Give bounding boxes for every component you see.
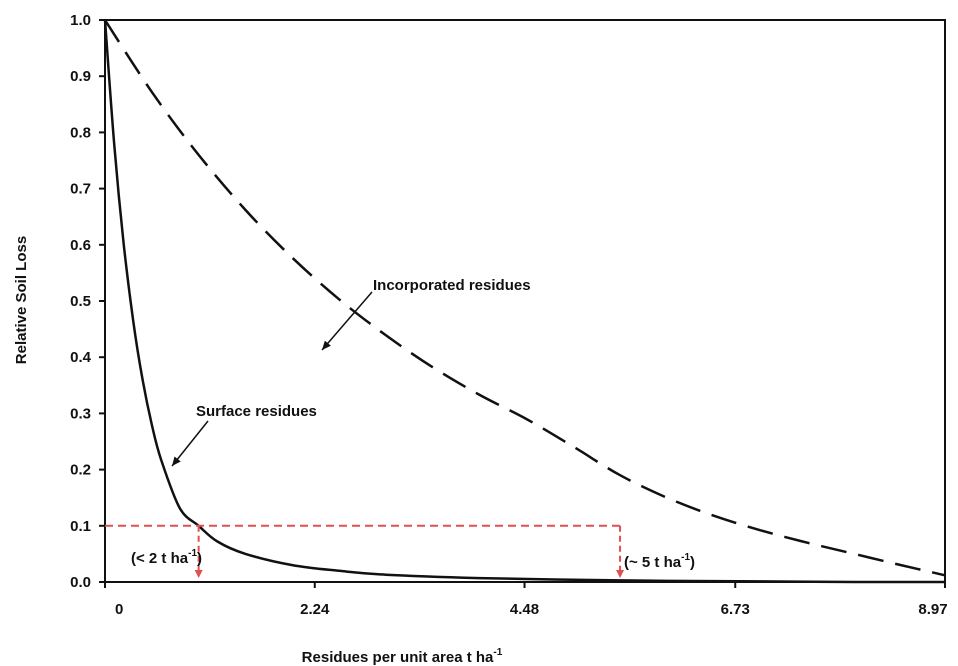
x-tick-label: 4.48 [510,601,539,618]
incorporated-threshold-close: ) [690,554,695,571]
incorporated-threshold-sup: -1 [681,552,690,563]
series-layer [103,19,946,584]
surface-reference-arrow [194,570,203,578]
surface-leader-arrow [171,420,209,467]
y-tick-label: 0.0 [70,574,91,591]
x-tick-label: 6.73 [721,601,750,618]
x-tick-label: 0 [115,601,123,618]
y-tick-label: 0.3 [70,405,91,422]
x-tick-label: 2.24 [300,601,330,618]
y-axis: 0.0 0.1 0.2 0.3 0.4 0.5 0.6 0.7 0.8 0.9 1.0 [70,12,105,591]
surface-threshold-close: ) [197,550,202,567]
plot-area [104,19,946,583]
x-axis-title: Residues per unit area t ha-1 [302,647,503,666]
y-tick-label: 0.9 [70,68,91,85]
x-axis-title-sup: -1 [493,647,502,658]
x-tick-label: 8.97 [918,601,947,618]
y-tick-label: 1.0 [70,12,91,29]
y-tick-label: 0.2 [70,462,91,479]
y-tick-label: 0.5 [70,293,91,310]
surface-threshold-text: (< 2 t ha [131,550,189,567]
y-tick-label: 0.4 [70,349,92,366]
y-tick-label: 0.8 [70,124,91,141]
y-tick-label: 0.1 [70,518,91,535]
incorporated-leader-arrow [321,291,373,351]
annotations: Incorporated residues Surface residues (… [131,277,695,571]
plot-frame [104,19,946,583]
x-axis: 0 2.24 4.48 6.73 8.97 [104,582,948,618]
x-axis-title-text: Residues per unit area t ha [302,649,494,666]
incorporated-reference-arrow [616,570,625,578]
incorporated-residues-line [103,19,946,577]
incorporated-threshold-text: (~ 5 t ha [624,554,682,571]
surface-residues-line [103,19,946,584]
incorporated-threshold-label: (~ 5 t ha-1) [624,552,695,571]
surface-threshold-label: (< 2 t ha-1) [131,548,202,567]
y-tick-label: 0.6 [70,237,91,254]
surface-threshold-sup: -1 [188,548,197,559]
surface-residues-label: Surface residues [196,403,317,420]
incorporated-residues-label: Incorporated residues [373,277,531,294]
y-axis-title: Relative Soil Loss [13,236,30,364]
reference-lines [105,524,625,578]
y-tick-label: 0.7 [70,181,91,198]
